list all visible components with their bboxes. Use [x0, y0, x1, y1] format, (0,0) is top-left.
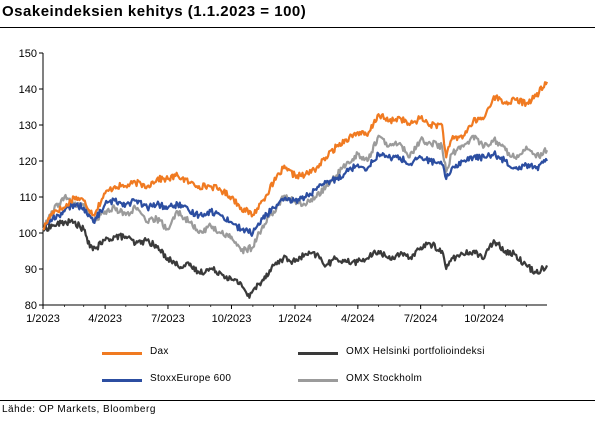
chart-title: Osakeindeksien kehitys (1.1.2023 = 100) [2, 3, 307, 20]
y-tick-label: 130 [19, 120, 37, 132]
legend-item-stoxx-europe-600: StoxxEurope 600 [102, 373, 302, 387]
x-tick-label: 10/2024 [464, 313, 504, 325]
y-tick-label: 90 [25, 264, 37, 276]
series-line-omx-stockholm [42, 134, 549, 255]
y-tick-label: 150 [19, 48, 37, 60]
title-divider [0, 27, 595, 28]
y-tick-label: 120 [19, 156, 37, 168]
legend-item-omx-helsinki: OMX Helsinki portfolioindeksi [298, 346, 558, 360]
x-tick-label: 7/2023 [151, 313, 185, 325]
legend-swatch-stoxx-europe-600 [102, 379, 142, 382]
source-note: Lähde: OP Markets, Bloomberg [2, 404, 156, 415]
footer-divider [0, 400, 595, 401]
legend-label-omx-helsinki: OMX Helsinki portfolioindeksi [346, 346, 485, 357]
chart-series [42, 81, 549, 299]
legend-item-dax: Dax [102, 346, 302, 360]
legend-label-stoxx-europe-600: StoxxEurope 600 [150, 373, 232, 384]
y-tick-label: 110 [19, 192, 37, 204]
series-line-stoxxeurope-600 [43, 150, 548, 237]
y-tick-label: 140 [19, 84, 37, 96]
legend-label-dax: Dax [150, 346, 169, 357]
series-line-omx-helsinki-portfolioindeksi [42, 218, 549, 299]
y-tick-label: 100 [19, 228, 37, 240]
x-tick-label: 4/2024 [341, 313, 375, 325]
series-line-dax [42, 81, 549, 231]
legend-swatch-omx-stockholm [298, 379, 338, 382]
chart-axes: 80 90 100 110 120 130 140 150 1/2023 4/2023 7/2023… [19, 48, 547, 325]
x-tick-label: 4/2023 [88, 313, 122, 325]
x-tick-label: 1/2023 [26, 313, 60, 325]
legend-label-omx-stockholm: OMX Stockholm [346, 373, 423, 384]
y-tick-label: 80 [25, 300, 37, 312]
legend-item-omx-stockholm: OMX Stockholm [298, 373, 558, 387]
x-tick-label: 1/2024 [278, 313, 312, 325]
x-tick-label: 10/2023 [212, 313, 252, 325]
legend-swatch-omx-helsinki [298, 352, 338, 355]
legend-swatch-dax [102, 352, 142, 355]
x-tick-label: 7/2024 [404, 313, 438, 325]
